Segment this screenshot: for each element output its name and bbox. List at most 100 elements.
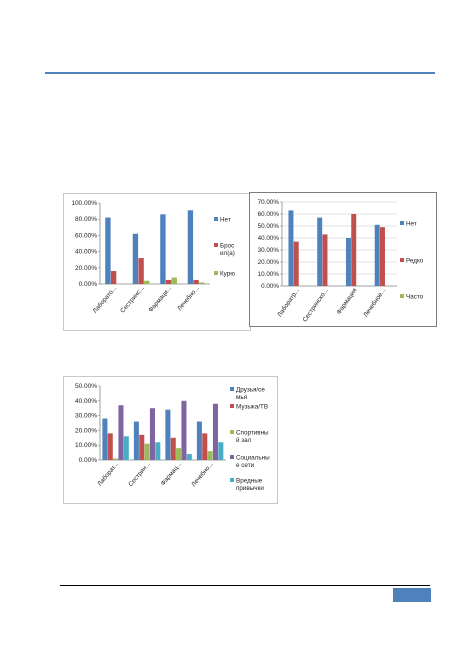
y-tick-label: 60.00%	[258, 211, 280, 218]
bar	[181, 400, 187, 460]
y-tick-label: 50.00%	[75, 383, 97, 390]
legend-label: Часто	[406, 294, 424, 301]
bar	[144, 443, 150, 460]
leisure-chart: 0.00% 10.00% 20.00% 30.00% 40.00% 50.00% Лабор…	[63, 376, 278, 504]
legend-label: привычки	[236, 485, 264, 492]
y-tick-label: 50.00%	[258, 223, 280, 230]
category-label: Лаборато...	[91, 284, 119, 315]
bar	[138, 258, 144, 284]
page-number-tab	[393, 588, 431, 602]
category-label: Лечебное...	[362, 286, 388, 318]
legend-swatch	[230, 455, 234, 459]
legend-swatch	[214, 217, 218, 221]
legend-label: Курю	[220, 271, 235, 278]
bar	[322, 234, 328, 286]
legend-label: Друзья/се	[236, 387, 265, 394]
legend-swatch	[230, 430, 234, 434]
y-tick-label: 0.00%	[79, 281, 98, 288]
bar	[123, 436, 129, 460]
bar	[155, 442, 161, 460]
legend-swatch	[400, 221, 404, 225]
legend-label: й зал	[236, 436, 252, 444]
bar	[165, 279, 172, 284]
bar	[165, 409, 171, 460]
category-label: Лаборат...	[95, 460, 120, 488]
bar	[218, 442, 224, 460]
bar	[170, 437, 176, 460]
bar	[187, 210, 194, 284]
legend-label: ил(а)	[220, 250, 235, 257]
bar	[288, 210, 294, 286]
category-label: Сестрин...	[127, 461, 152, 489]
legend-swatch	[400, 294, 404, 298]
y-tick-label: 20.00%	[258, 259, 280, 266]
legend-swatch	[214, 243, 218, 247]
legend-swatch	[230, 478, 234, 482]
chart-1-canvas: 0.00% 20.00% 40.00% 60.00% 80.00% 100.00% Лабо…	[71, 200, 235, 315]
y-tick-label: 0.00%	[79, 457, 98, 464]
bar	[199, 282, 205, 284]
category-label: Лаборатр...	[275, 286, 301, 318]
y-tick-label: 40.00%	[75, 398, 97, 405]
y-tick-label: 0.00%	[261, 283, 279, 290]
bar	[102, 418, 108, 460]
category-label: Сестринс...	[119, 285, 146, 315]
chart-3-canvas: 0.00% 10.00% 20.00% 30.00% 40.00% 50.00% Лабор…	[75, 383, 270, 492]
y-tick-label: 60.00%	[75, 232, 97, 239]
category-label: Фармац...	[160, 461, 184, 488]
legend-swatch	[214, 271, 218, 275]
bar	[186, 454, 192, 460]
y-tick-label: 70.00%	[258, 199, 280, 206]
bar	[105, 217, 111, 284]
bar	[110, 271, 117, 284]
bar	[132, 233, 139, 284]
legend-label: Спортивны	[236, 430, 269, 437]
frequency-chart: 0.00% 10.00% 20.00% 30.00% 40.00% 50.00% 60.00…	[249, 192, 437, 327]
y-tick-label: 40.00%	[75, 249, 97, 256]
bar	[345, 238, 351, 286]
bar	[317, 217, 323, 286]
bar	[139, 434, 145, 460]
bar	[196, 421, 202, 460]
bar	[379, 227, 385, 286]
bar	[118, 405, 124, 460]
y-tick-label: 80.00%	[75, 216, 97, 223]
bar	[171, 277, 177, 284]
category-label: Фармация	[335, 287, 358, 316]
category-label: Лечебно...	[189, 460, 215, 488]
y-tick-label: 20.00%	[75, 427, 97, 434]
legend-swatch	[230, 387, 234, 391]
y-tick-label: 40.00%	[258, 235, 280, 242]
bar	[293, 241, 299, 286]
y-tick-label: 20.00%	[75, 265, 97, 272]
bar	[113, 458, 119, 460]
header-rule	[45, 72, 435, 74]
category-label: Сестринско...	[301, 287, 329, 323]
legend-label: Нет	[220, 217, 231, 224]
bar	[149, 408, 155, 460]
bar	[212, 403, 218, 460]
legend-label: Нет	[406, 221, 417, 228]
y-tick-label: 10.00%	[75, 442, 97, 449]
bar	[176, 448, 182, 460]
legend-label: Вредные	[236, 478, 263, 485]
category-label: Лечебно...	[175, 284, 201, 312]
bar	[160, 214, 166, 284]
legend-label: Социальны	[236, 455, 270, 462]
y-tick-label: 30.00%	[258, 247, 280, 254]
bar	[374, 224, 380, 286]
y-tick-label: 100.00%	[71, 200, 97, 207]
y-tick-label: 10.00%	[258, 271, 280, 278]
chart-2-canvas: 0.00% 10.00% 20.00% 30.00% 40.00% 50.00% 60.00…	[258, 199, 424, 323]
legend-label: Брос	[220, 243, 234, 250]
bar	[144, 280, 150, 284]
legend-label: мья	[236, 394, 247, 401]
bar	[202, 433, 208, 460]
bar	[107, 433, 113, 460]
category-label: Фармаци...	[147, 285, 173, 314]
bar	[133, 421, 139, 460]
legend-label: Музыка/ТВ	[236, 404, 268, 411]
legend-swatch	[230, 404, 234, 408]
bar	[351, 214, 357, 286]
legend-swatch	[400, 258, 404, 262]
